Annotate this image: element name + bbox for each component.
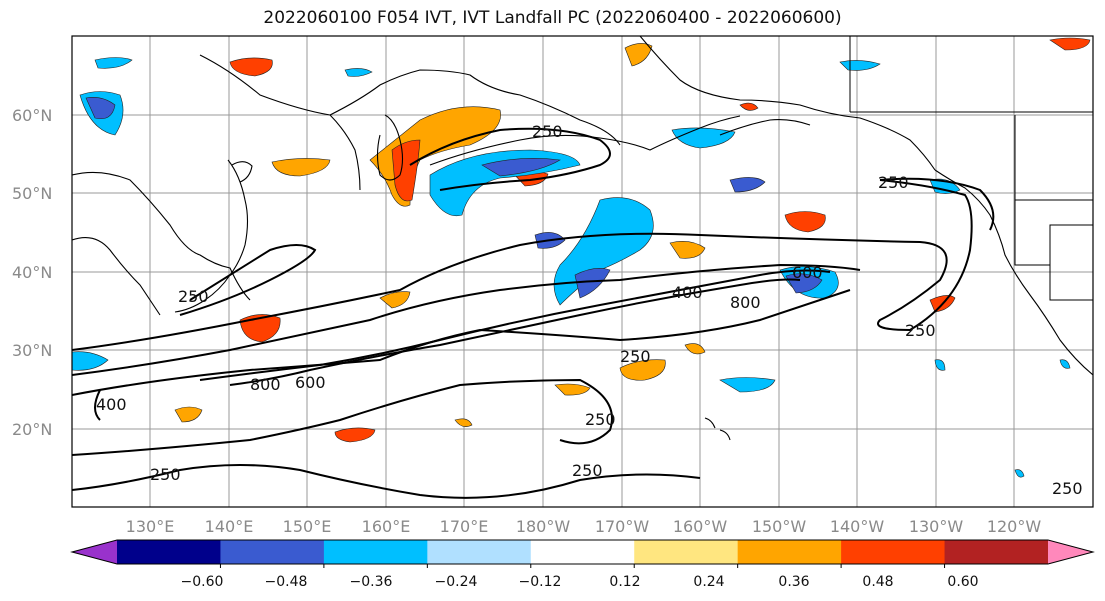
political-borders: [849, 36, 1093, 301]
latitude-labels: 60°N 50°N 40°N 30°N 20°N: [12, 106, 52, 439]
colorbar-segment: [117, 540, 221, 564]
colorbar-arrow-right: [1048, 540, 1093, 564]
ivt-contours: [72, 127, 995, 499]
map-title: 2022060100 F054 IVT, IVT Landfall PC (20…: [263, 8, 842, 28]
contour-label: 250: [532, 122, 563, 141]
lon-label: 160°E: [362, 517, 411, 536]
colorbar-tick: 0.36: [778, 574, 809, 590]
contour-label: 250: [572, 461, 603, 480]
map-frame: [71, 35, 1094, 508]
contour-label: 800: [250, 375, 281, 394]
positive-ivt-anomalies: [174, 37, 1091, 443]
contour-label: 400: [672, 283, 703, 302]
colorbar-segment: [841, 540, 946, 564]
lon-label: 130°E: [126, 517, 175, 536]
lon-label: 150°W: [752, 517, 807, 536]
lon-label: 160°W: [673, 517, 728, 536]
contour-label: 600: [792, 263, 823, 282]
colorbar-segment: [634, 540, 739, 564]
lat-label: 30°N: [12, 341, 52, 360]
lat-label: 20°N: [12, 420, 52, 439]
colorbar-tick-labels: −0.60 −0.48 −0.36 −0.24 −0.12 0.12 0.24 …: [181, 574, 979, 590]
lon-label: 140°W: [830, 517, 885, 536]
contour-label: 800: [730, 293, 761, 312]
contour-label: 250: [178, 287, 209, 306]
contour-label: 250: [585, 410, 616, 429]
colorbar-tick: −0.60: [181, 574, 224, 590]
colorbar-segment: [737, 540, 842, 564]
contour-labels: 250 250 250 250 250 250 250 250 400 400 …: [96, 122, 936, 484]
contour-label: 600: [295, 373, 326, 392]
contour-label: 250: [150, 465, 181, 484]
lat-label: 60°N: [12, 106, 52, 125]
colorbar-tick: 0.12: [609, 574, 640, 590]
colorbar: [70, 539, 1095, 568]
lon-label: 180°W: [516, 517, 571, 536]
contour-label: 250: [620, 347, 651, 366]
lon-label: 120°W: [987, 517, 1042, 536]
lat-label: 50°N: [12, 184, 52, 203]
lon-label: 130°W: [909, 517, 964, 536]
lon-label: 150°E: [283, 517, 332, 536]
colorbar-tick: 0.60: [947, 574, 978, 590]
contour-label: 250: [905, 321, 936, 340]
colorbar-segment: [220, 540, 325, 564]
colorbar-outline: [70, 539, 1095, 565]
contour-label: 250: [878, 173, 909, 192]
colorbar-tick: 0.24: [693, 574, 724, 590]
colorbar-tick: −0.48: [265, 574, 308, 590]
colorbar-arrow-left: [72, 540, 117, 564]
lon-label: 170°E: [440, 517, 489, 536]
lon-label: 140°E: [205, 517, 254, 536]
longitude-labels: 130°E 140°E 150°E 160°E 170°E 180°W 170°…: [126, 517, 1042, 536]
colorbar-segment: [944, 540, 1049, 564]
coastlines: [72, 36, 1093, 441]
colorbar-tick: −0.24: [435, 574, 478, 590]
colorbar-tick: −0.12: [519, 574, 562, 590]
lat-label: 40°N: [12, 263, 52, 282]
colorbar-segment: [427, 540, 532, 564]
colorbar-tick: 0.48: [862, 574, 893, 590]
contour-label-corner: 250: [1052, 479, 1083, 498]
lon-label: 170°W: [595, 517, 650, 536]
colorbar-segment: [530, 540, 635, 564]
colorbar-segment: [323, 540, 428, 564]
contour-label: 400: [96, 395, 127, 414]
colorbar-tick: −0.36: [350, 574, 393, 590]
